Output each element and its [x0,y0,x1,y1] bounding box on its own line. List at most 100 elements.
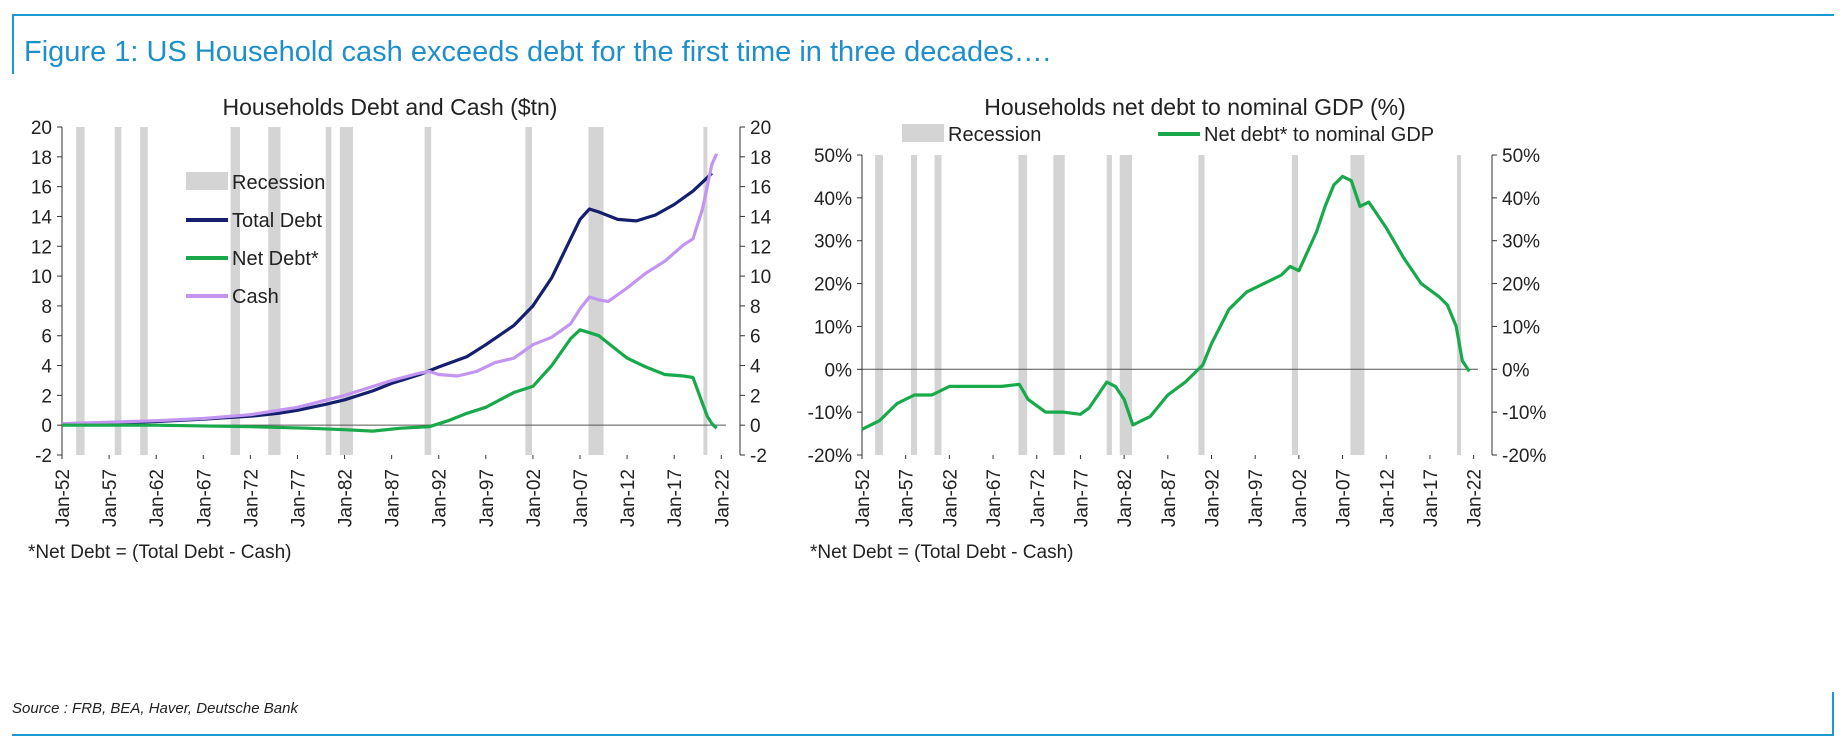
x-tick-label: Jan-82 [336,469,357,527]
x-tick-label: Jan-12 [1377,469,1398,527]
right-y-tick-label: 30% [1502,232,1540,253]
left-y-tick-label: 20% [814,275,852,296]
left-y-tick-label: 16 [31,178,52,199]
legend-label: Net debt* to nominal GDP [1204,124,1434,146]
series-line-net-debt [62,328,718,433]
right-y-tick-label: 10 [750,267,771,288]
right-y-tick-label: 20% [1502,275,1540,296]
x-tick-label: Jan-97 [1246,469,1267,527]
frame-left-rule [12,14,14,74]
x-tick-label: Jan-17 [1421,469,1442,527]
left-y-tick-label: 40% [814,189,852,210]
legend-label: Total Debt [232,210,322,232]
series-line-total-debt [61,172,714,426]
x-tick-label: Jan-92 [430,469,451,527]
right-y-tick-label: 0% [1502,360,1530,381]
recession-bar [588,127,604,455]
x-tick-label: Jan-67 [984,469,1005,527]
legend-label: Cash [232,286,279,308]
series-line-cash [61,153,719,426]
right-y-tick-label: 12 [750,237,771,258]
recession-bar [230,127,241,455]
recession-bar [268,127,281,455]
legend-label: Net Debt* [232,248,319,270]
figure-title: Figure 1: US Household cash exceeds debt… [24,36,1051,68]
recession-bar [339,127,354,455]
recession-bar [1291,155,1299,455]
right-y-tick-label: 50% [1502,146,1540,167]
left-y-tick-label: 0% [825,360,853,381]
left-y-tick-label: 12 [31,237,52,258]
recession-bar [875,155,883,455]
x-tick-label: Jan-02 [524,469,545,527]
legend-swatch-recession [902,124,944,142]
recession-bar [76,127,85,455]
right-y-tick-label: 18 [750,148,771,169]
right-y-tick-label: 0 [750,416,761,437]
chart-footnote: *Net Debt = (Total Debt - Cash) [810,542,1073,563]
chart-panel-1: Households Debt and Cash ($tn) -2 -2 0 0 2 2 4 4… [28,94,772,563]
series-line-net-debt-to-nominal-gdp [861,174,1471,431]
right-y-tick-label: 6 [750,327,761,348]
right-y-tick-label: 4 [750,357,761,378]
legend-swatch-recession [186,172,228,190]
x-tick-label: Jan-72 [241,469,262,527]
x-tick-label: Jan-22 [712,469,733,527]
x-tick-label: Jan-12 [618,469,639,527]
recession-bar [140,127,148,455]
left-y-tick-label: 18 [31,148,52,169]
frame-bottom-rule [12,734,1834,736]
recession-bar [1119,155,1132,455]
right-y-tick-label: 8 [750,297,761,318]
legend-label: Recession [948,124,1041,146]
x-tick-label: Jan-02 [1290,469,1311,527]
right-y-tick-label: 14 [750,207,772,228]
x-tick-label: Jan-17 [665,469,686,527]
recession-bars [875,155,1462,455]
x-tick-label: Jan-87 [383,469,404,527]
left-y-tick-label: 0 [41,416,52,437]
legend: Recession Net debt* to nominal GDP [902,124,1434,146]
left-y-tick-label: -20% [808,446,852,467]
recession-bar [114,127,122,455]
x-tick-label: Jan-92 [1203,469,1224,527]
x-tick-label: Jan-77 [288,469,309,527]
x-tick-label: Jan-57 [100,469,121,527]
recession-bar [525,127,532,455]
recession-bar [1106,155,1112,455]
x-tick-label: Jan-72 [1028,469,1049,527]
x-tick-label: Jan-82 [1115,469,1136,527]
legend: Recession Total Debt Net Debt* Cash [186,172,325,308]
frame-top-rule [12,14,1834,16]
x-tick-label: Jan-57 [897,469,918,527]
x-tick-label: Jan-07 [1334,469,1355,527]
left-y-tick-label: 30% [814,232,852,253]
right-y-tick-label: 40% [1502,189,1540,210]
left-y-tick-label: 14 [31,207,53,228]
right-y-tick-label: 10% [1502,317,1540,338]
left-y-tick-label: 2 [41,386,52,407]
legend-label: Recession [232,172,325,194]
x-tick-label: Jan-62 [147,469,168,527]
x-tick-label: Jan-22 [1465,469,1486,527]
recession-bar [1018,155,1028,455]
right-y-tick-label: 20 [750,118,771,139]
recession-bars [76,127,708,455]
right-y-tick-label: -20% [1502,446,1546,467]
recession-bar [424,127,432,455]
x-tick-label: Jan-52 [853,469,874,527]
right-y-tick-label: -2 [750,446,767,467]
left-y-tick-label: 10 [31,267,52,288]
right-y-tick-label: -10% [1502,403,1546,424]
x-tick-label: Jan-87 [1159,469,1180,527]
recession-bar [1457,155,1462,455]
x-tick-label: Jan-52 [53,469,74,527]
recession-bar [325,127,332,455]
recession-bar [703,127,708,455]
recession-bar [1198,155,1205,455]
x-tick-label: Jan-62 [940,469,961,527]
left-y-tick-label: 4 [41,357,52,378]
recession-bar [1053,155,1065,455]
left-y-tick-label: 20 [31,118,52,139]
